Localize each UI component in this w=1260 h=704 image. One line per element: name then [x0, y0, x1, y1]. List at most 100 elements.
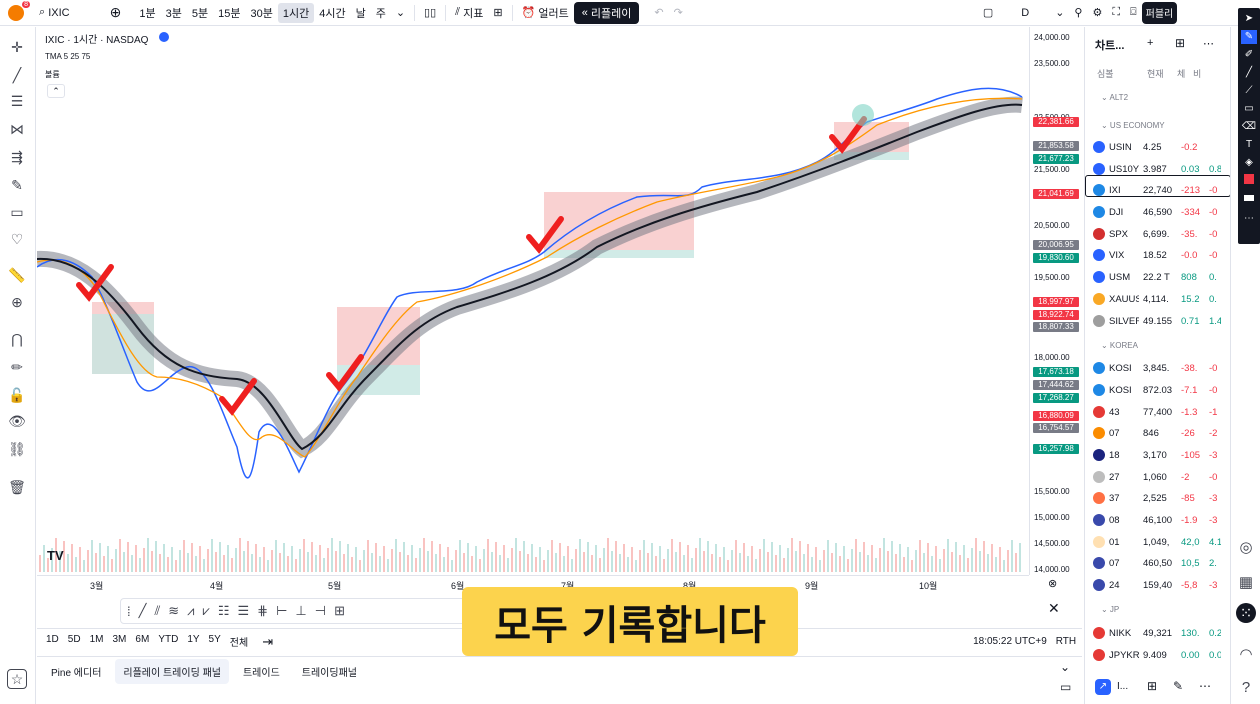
broadcast-icon[interactable]: ◠ [1239, 646, 1253, 663]
add-symbol-icon[interactable]: ⊕ [109, 4, 122, 20]
pattern-icon[interactable]: ⩗ [202, 603, 210, 618]
watchlist-section[interactable]: ⌄ US ECONOMY [1101, 121, 1165, 130]
more-dots-icon[interactable]: ⋯ [1203, 38, 1214, 50]
chart-icon[interactable]: ↗ [1095, 679, 1111, 695]
settings-gear-icon[interactable]: ⚙ [1092, 7, 1103, 19]
interval-4[interactable]: 30분 [250, 7, 273, 20]
range-button[interactable]: 1D [46, 634, 59, 645]
heart-icon[interactable]: ♡ [10, 230, 24, 247]
chevron-down-icon[interactable]: ⌄ [1055, 7, 1065, 19]
watchlist-row[interactable]: KOSI 872.03 -7.1 -0 [1085, 380, 1230, 400]
interval-3[interactable]: 15분 [218, 7, 241, 20]
text-icon[interactable]: T [1245, 139, 1253, 150]
more-dots-icon[interactable]: ⋯ [1244, 213, 1254, 224]
watchlist-row[interactable]: DJI 46,590 -334 -0 [1085, 202, 1230, 222]
watchlist-row[interactable]: 07 460,50 10,5 2. [1085, 553, 1230, 573]
watchlist-row[interactable]: 18 3,170 -105 -3 [1085, 445, 1230, 465]
range-button[interactable]: 전체 [229, 638, 249, 649]
chart-type-button[interactable]: ▯▯ [424, 7, 437, 19]
fullscreen-square-icon[interactable]: ▢ [982, 7, 994, 19]
collapse-legend-button[interactable]: ⌃ [47, 84, 65, 98]
trash-icon[interactable]: 🗑 [8, 478, 26, 495]
watchlist-row[interactable]: KOSI 3,845. -38. -0 [1085, 358, 1230, 378]
range-button[interactable]: 1M [89, 634, 104, 645]
symbol-search[interactable]: ⌕ IXIC [34, 0, 75, 26]
target-icon[interactable]: ◎ [1239, 539, 1253, 556]
watchlist-row[interactable]: SPX 6,699. -35. -0 [1085, 224, 1230, 244]
pen-icon[interactable]: ✎ [1241, 30, 1257, 44]
interval-7[interactable]: 날 [355, 7, 366, 20]
pattern-icon[interactable]: ⋈ [10, 120, 24, 137]
watchlist-row[interactable]: US10Y 3.987 0.03 0.8 [1085, 159, 1230, 179]
watchlist-row[interactable]: VIX 18.52 -0.0 -0 [1085, 245, 1230, 265]
indicators-button[interactable]: ⫽ 지표 [450, 0, 488, 26]
line-icon[interactable]: ╱ [1245, 67, 1253, 78]
help-icon[interactable]: ? [1241, 678, 1251, 696]
watchlist-column-header[interactable]: 체 [1177, 69, 1186, 79]
watchlist-row[interactable]: 27 1,060 -2 -0 [1085, 467, 1230, 487]
line-icon[interactable]: ╱ [138, 603, 147, 618]
replay-button[interactable]: « 리플레이 [573, 1, 640, 24]
camera-icon[interactable]: ⌼ [1130, 6, 1137, 18]
quick-search-icon[interactable]: ⚲ [1074, 7, 1083, 19]
bottom-tab[interactable]: 트레이드 [242, 668, 280, 679]
range-icon[interactable]: ⊣ [314, 603, 327, 618]
bottom-tab[interactable]: 리플레이 트레이딩 패널 [115, 659, 229, 684]
zoom-in-icon[interactable]: ⊕ [11, 293, 23, 310]
link-icon[interactable]: ⛓ [8, 440, 26, 457]
watchlist-row[interactable]: 07 846 -26 -2 [1085, 423, 1230, 443]
chart-pane[interactable]: IXIC · 1시간 · NASDAQ TMA 5 25 75 볼륨 ⌃ TV [37, 27, 1029, 575]
marker-icon[interactable]: ✐ [1244, 49, 1254, 60]
ruler-icon[interactable]: 📏 [8, 266, 26, 283]
watchlist-section[interactable]: ⌄ JP [1101, 605, 1120, 614]
rectangle-icon[interactable]: ▭ [1244, 103, 1254, 114]
close-icon[interactable]: ✕ [1048, 600, 1060, 616]
add-icon[interactable]: + [1147, 37, 1154, 49]
lock-icon[interactable]: 🔓 [8, 386, 26, 403]
avatar[interactable]: 8 [8, 0, 30, 21]
watchlist-row[interactable]: 01 1,049, 42,0 4.1 [1085, 532, 1230, 552]
eraser-icon[interactable]: ⌫ [1241, 121, 1257, 132]
undo-icon[interactable]: ↶ [654, 7, 664, 19]
short-position-icon[interactable]: ⊥ [295, 603, 307, 618]
price-axis[interactable]: 24,000.0023,500.0022,500.0021,500.0020,5… [1029, 27, 1082, 575]
fullscreen-icon[interactable]: ⛶ [1112, 6, 1121, 18]
magnet-icon[interactable]: ⋂ [11, 330, 23, 347]
reset-icon[interactable]: ⊗ [1048, 578, 1058, 590]
range-button[interactable]: 5Y [208, 634, 221, 645]
more-dots-icon[interactable]: ⋯ [1199, 679, 1211, 693]
brush-icon[interactable]: ✎ [11, 176, 23, 193]
watchlist-column-header[interactable]: 현재 [1147, 69, 1164, 79]
minimize-icon[interactable]: ⌄ [1060, 660, 1071, 674]
crossed-icon[interactable]: ⋕ [257, 603, 269, 618]
trend-line-icon[interactable]: ╱ [12, 66, 22, 83]
range-button[interactable]: 6M [135, 634, 150, 645]
bottom-tab[interactable]: Pine 에디터 [51, 668, 102, 679]
channel-icon[interactable]: ⫽ [154, 603, 161, 618]
fib-icon[interactable]: ≋ [168, 603, 180, 618]
watchlist-row[interactable]: USM 22.2 T 808 0. [1085, 267, 1230, 287]
fill-icon[interactable]: ◈ [1245, 157, 1253, 168]
watchlist-title[interactable]: 차트... [1095, 40, 1125, 52]
watchlist-row[interactable]: JPYKR 9.409 0.00 0.0 [1085, 645, 1230, 665]
watchlist-column-header[interactable]: 심볼 [1097, 69, 1114, 79]
watchlist-row[interactable]: 08 46,100 -1.9 -3 [1085, 510, 1230, 530]
maximize-icon[interactable]: ▭ [1060, 680, 1072, 694]
watchlist-row[interactable]: USIN 4.25 -0.2 [1085, 137, 1230, 157]
watchlist-column-header[interactable]: 비 [1193, 69, 1202, 79]
comment-icon[interactable]: ▭ [10, 203, 24, 220]
brush-icon[interactable]: ⟋ [1245, 85, 1253, 96]
rth-toggle[interactable]: RTH [1055, 636, 1077, 647]
interval-1[interactable]: 3분 [165, 7, 182, 20]
calendar-icon[interactable]: ▦ [1238, 574, 1254, 591]
apps-icon[interactable]: ⁙ [1236, 603, 1256, 623]
redo-icon[interactable]: ↷ [673, 7, 683, 19]
time-axis[interactable]: ⊗ 3월 4월 5월 6월 7월 8월 9월 10월 [37, 575, 1057, 591]
drag-handle-icon[interactable]: ⁞ [127, 603, 131, 619]
publish-button[interactable]: 퍼블리 [1141, 1, 1178, 24]
watchlist-row[interactable]: SILVER 49.155 0.71 1.4 [1085, 311, 1230, 331]
star-icon[interactable]: ☆ [7, 669, 27, 689]
fib-icon[interactable]: ☰ [10, 92, 24, 109]
chevron-down-icon[interactable]: ⌄ [395, 7, 406, 19]
interval-5[interactable]: 1시간 [277, 2, 315, 23]
